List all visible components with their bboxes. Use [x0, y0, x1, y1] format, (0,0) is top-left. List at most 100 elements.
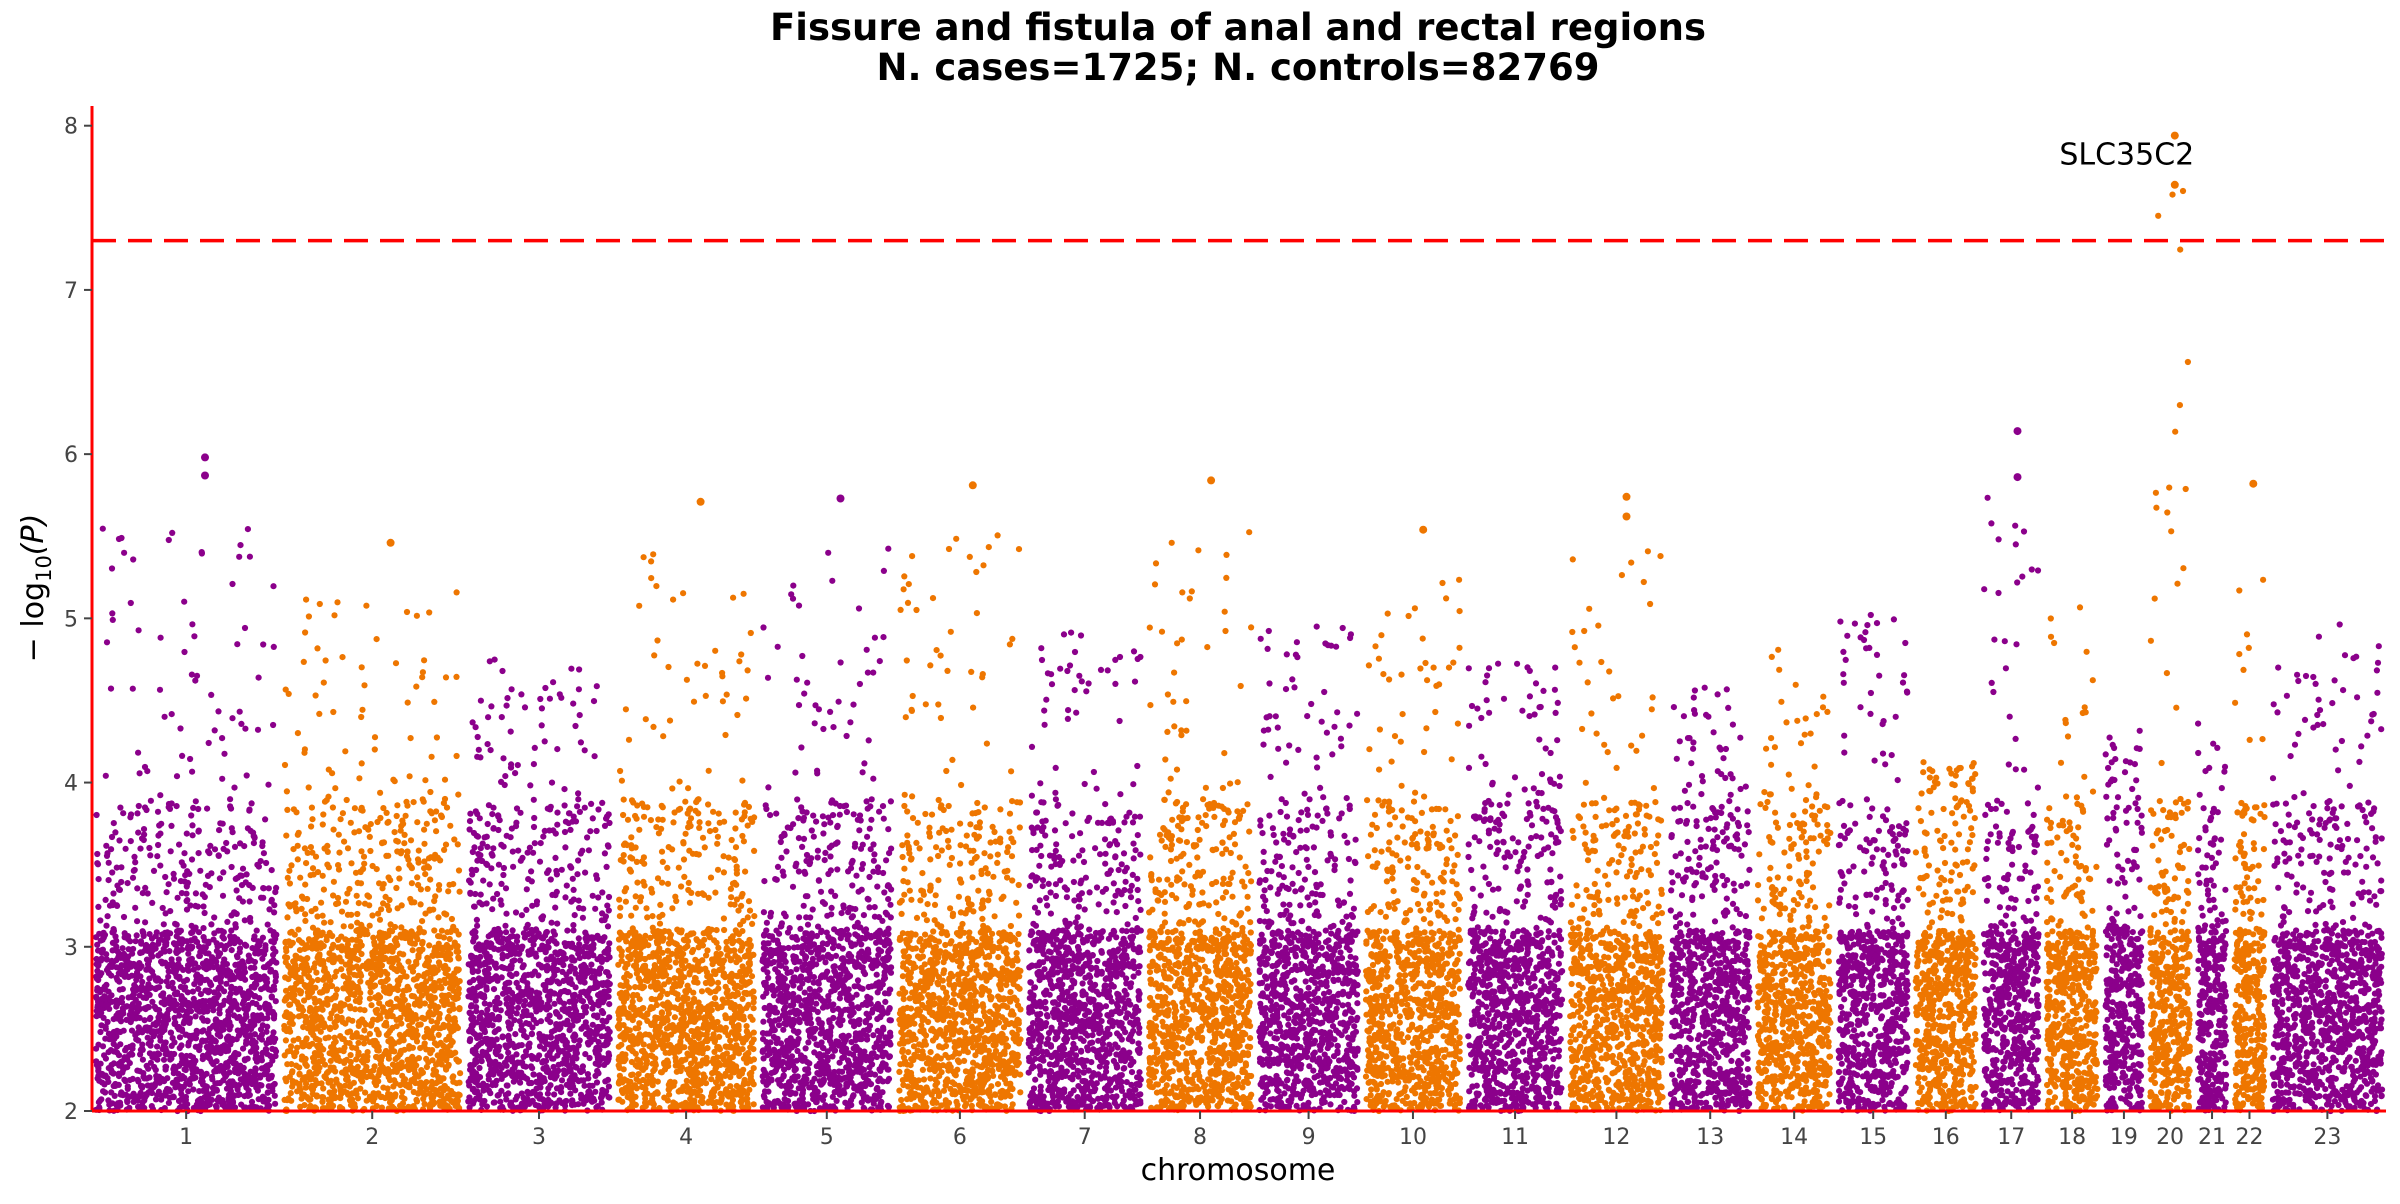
data-point	[158, 999, 165, 1006]
data-point	[477, 697, 484, 704]
data-point	[501, 1059, 508, 1066]
data-point	[283, 788, 290, 795]
data-point	[335, 866, 343, 873]
data-point	[334, 1054, 341, 1061]
data-point	[305, 613, 312, 620]
data-point	[129, 685, 136, 692]
data-point	[456, 1006, 463, 1013]
data-point	[330, 878, 337, 885]
data-point	[455, 966, 462, 973]
data-point	[192, 890, 199, 897]
data-point	[575, 897, 582, 904]
data-point	[109, 929, 116, 936]
data-point	[576, 712, 583, 719]
data-point	[354, 945, 361, 952]
data-point	[387, 999, 394, 1006]
data-point	[237, 542, 244, 549]
data-point	[493, 1005, 500, 1013]
data-point	[243, 942, 250, 949]
data-point	[137, 938, 145, 945]
data-point	[136, 770, 143, 777]
data-point	[605, 1083, 613, 1090]
data-point	[599, 1017, 606, 1024]
data-point	[95, 976, 102, 984]
data-point	[522, 1048, 530, 1055]
data-point	[545, 867, 552, 874]
data-point	[201, 1103, 208, 1110]
data-point	[473, 1095, 480, 1102]
data-point	[152, 933, 159, 940]
data-point	[574, 803, 581, 810]
data-point	[500, 755, 507, 762]
data-point	[260, 1098, 267, 1105]
data-point	[442, 992, 449, 1000]
data-point	[239, 990, 246, 997]
data-point	[566, 810, 573, 817]
data-point	[106, 902, 114, 909]
data-point	[471, 988, 478, 995]
data-point	[538, 964, 546, 971]
data-point	[484, 741, 491, 748]
data-point	[551, 990, 558, 997]
data-point	[508, 1004, 515, 1012]
data-point	[488, 850, 495, 858]
data-point	[234, 641, 241, 648]
data-point	[707, 874, 715, 881]
data-point	[518, 988, 525, 996]
data-point	[536, 1034, 543, 1041]
data-point	[118, 994, 126, 1002]
data-point	[420, 798, 427, 805]
data-point	[258, 1057, 265, 1064]
data-point	[146, 1015, 153, 1023]
data-point	[389, 1013, 396, 1020]
data-point	[204, 805, 211, 812]
data-point	[401, 1046, 408, 1053]
data-point	[246, 553, 253, 560]
data-point	[121, 549, 128, 556]
data-point	[422, 777, 429, 784]
data-point	[476, 815, 483, 822]
data-point	[393, 812, 400, 820]
data-point	[525, 951, 532, 958]
data-point	[303, 955, 310, 963]
data-point	[520, 1002, 528, 1009]
data-point	[387, 877, 394, 884]
data-point	[174, 894, 181, 901]
data-point	[527, 1090, 534, 1097]
data-point	[564, 927, 571, 934]
data-point	[401, 831, 408, 839]
data-point	[189, 621, 196, 628]
data-point	[118, 864, 125, 871]
data-point	[414, 819, 421, 826]
data-point	[444, 929, 451, 936]
data-point	[556, 1013, 563, 1020]
data-point	[538, 999, 545, 1006]
data-point	[97, 957, 105, 964]
data-point	[176, 841, 183, 848]
data-point	[530, 849, 537, 856]
data-point	[113, 957, 120, 964]
data-point	[172, 920, 179, 927]
data-point	[506, 971, 513, 978]
data-point	[185, 943, 192, 950]
data-point	[126, 1060, 133, 1067]
data-point	[563, 882, 570, 889]
data-point	[421, 840, 428, 847]
data-point	[339, 810, 346, 817]
data-point	[595, 1038, 602, 1046]
data-point	[270, 939, 277, 946]
data-point	[307, 844, 314, 851]
data-point	[156, 686, 164, 693]
data-point	[473, 832, 480, 839]
data-point	[330, 994, 337, 1001]
data-point	[215, 966, 222, 973]
data-point	[361, 900, 369, 907]
data-point	[528, 972, 536, 979]
data-point	[354, 1095, 362, 1102]
data-point	[425, 864, 432, 871]
data-point	[179, 1006, 186, 1014]
data-point	[185, 950, 192, 957]
data-point	[217, 1044, 224, 1051]
data-point	[139, 1056, 146, 1063]
data-point	[116, 978, 123, 985]
